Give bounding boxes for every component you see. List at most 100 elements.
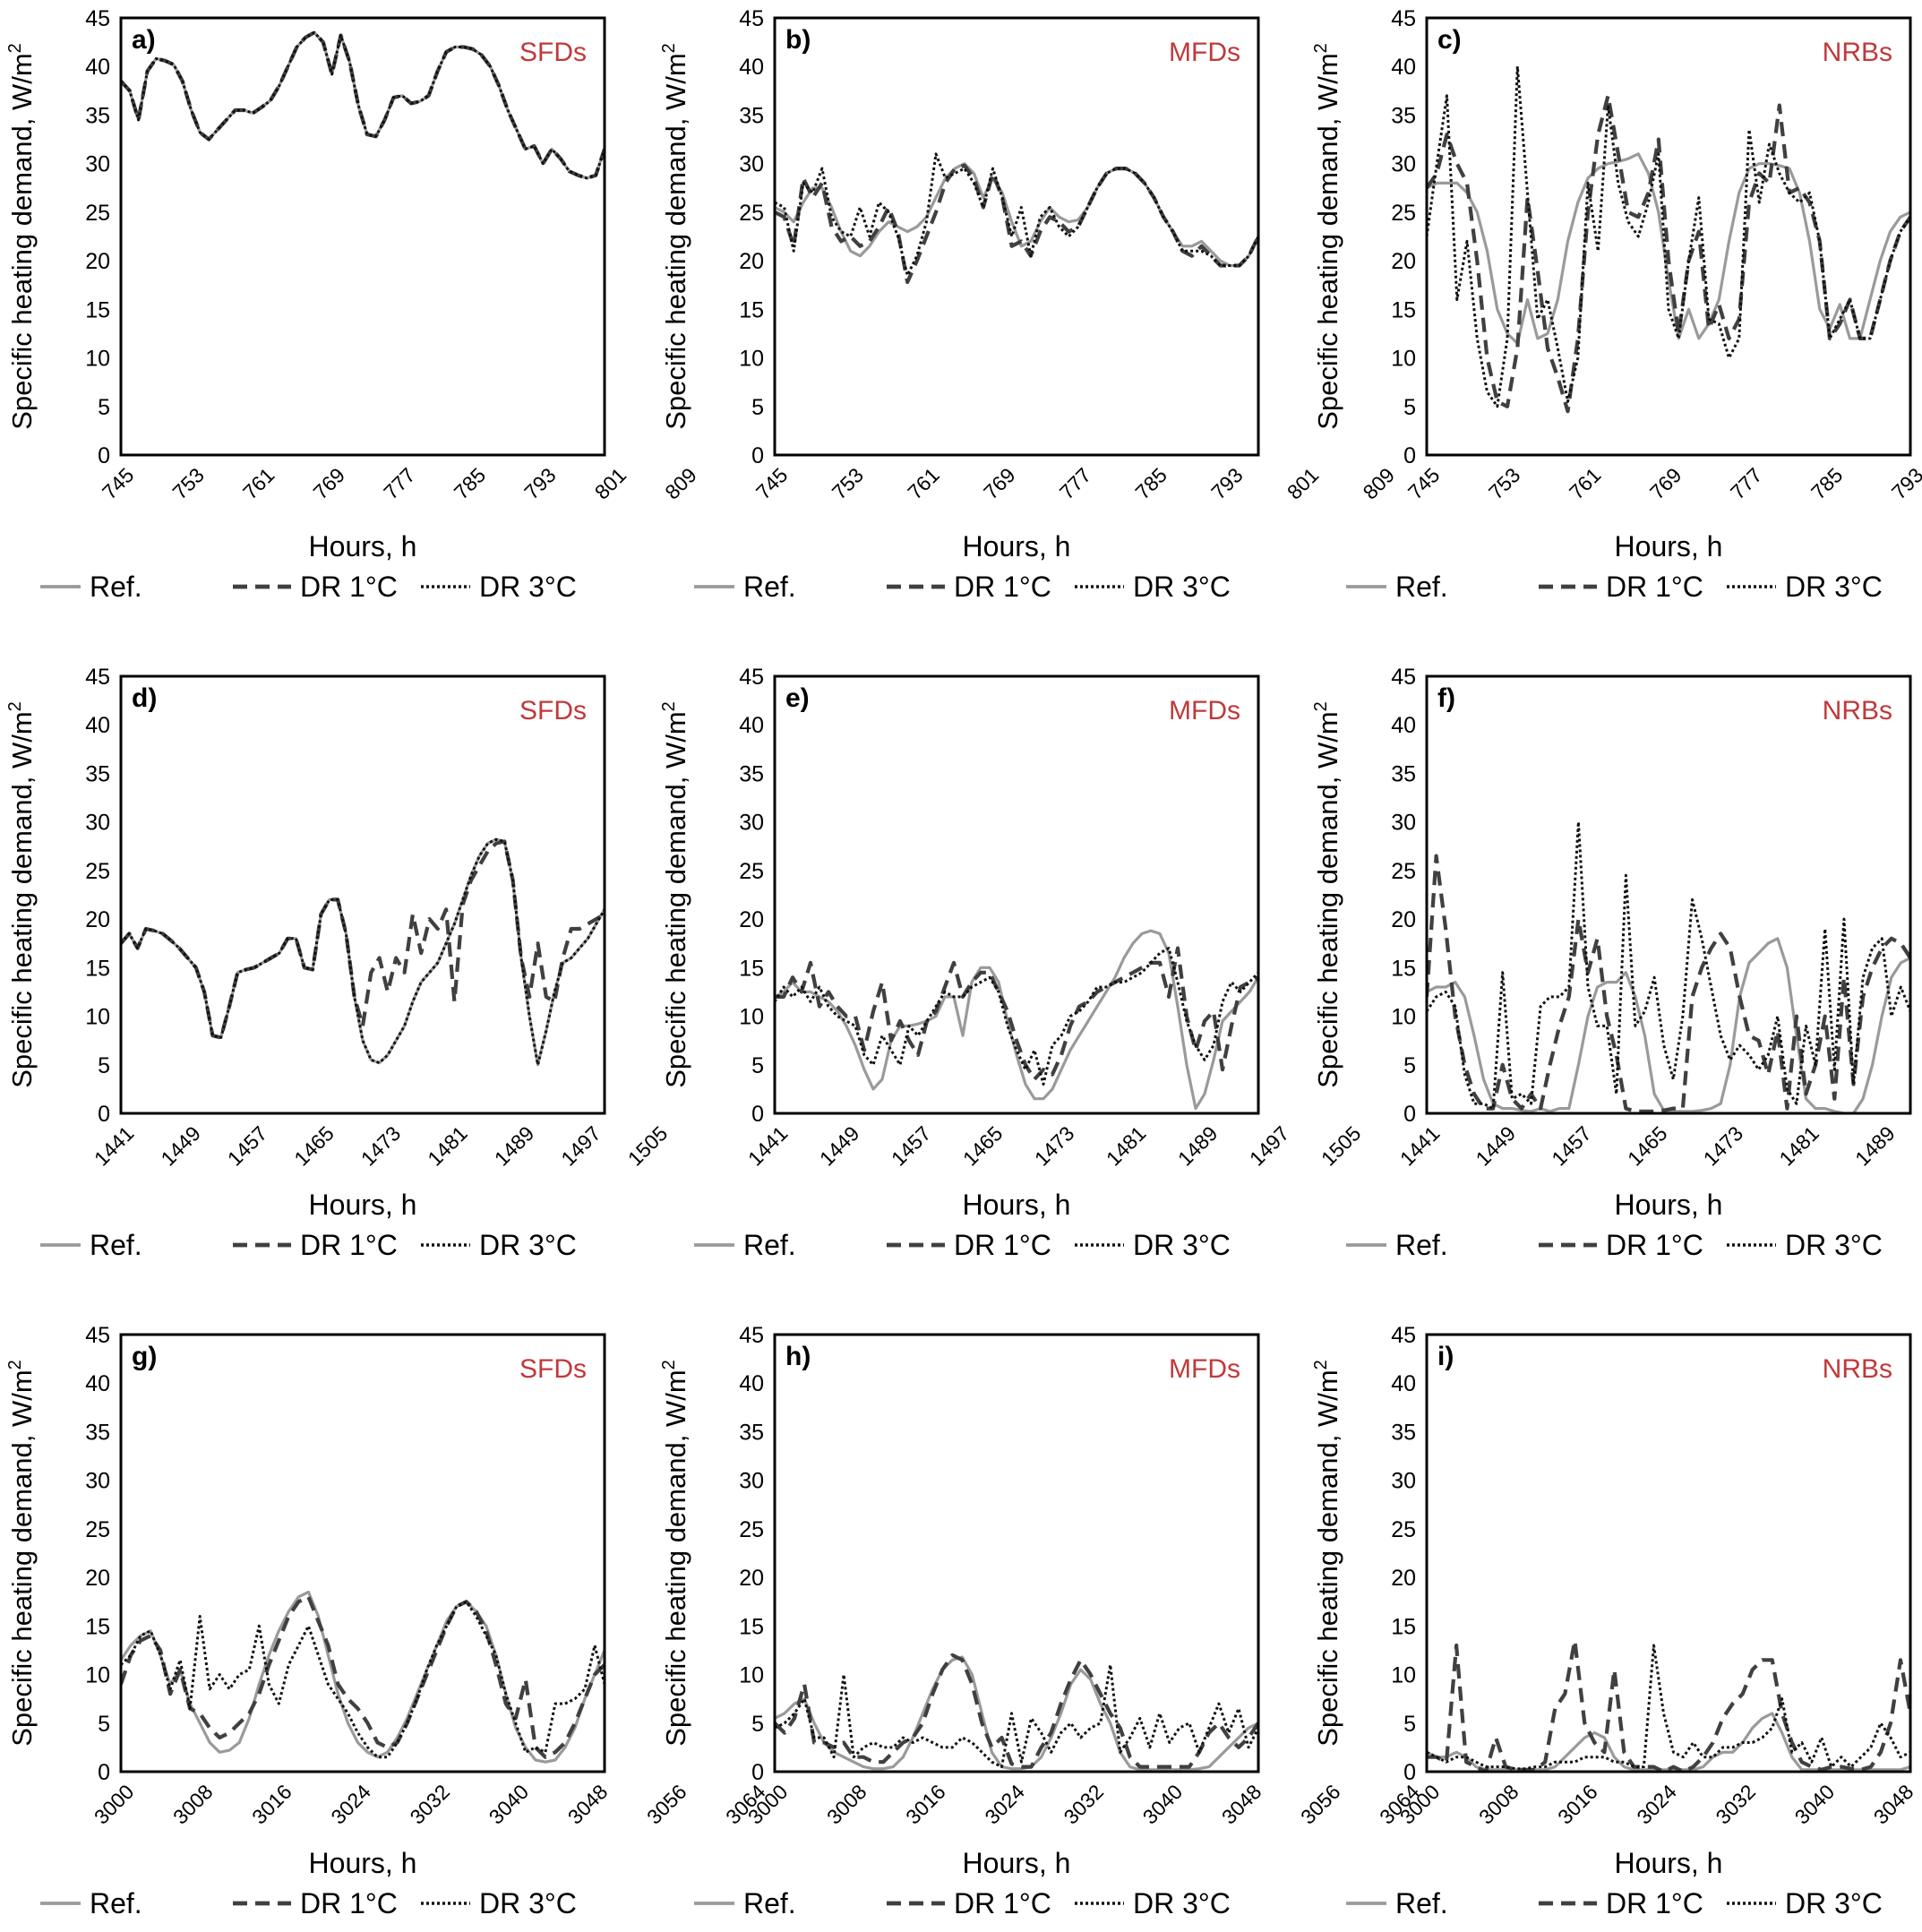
x-tick-label: 801: [590, 463, 631, 504]
y-axis-label: Specific heating demand, W/m2: [1311, 1360, 1343, 1747]
y-tick-label: 40: [1391, 55, 1416, 80]
y-tick-label: 35: [1391, 1420, 1416, 1445]
plot-frame: [1425, 1333, 1912, 1773]
series-line-ref: [775, 1655, 1258, 1772]
legend-label-ref: Ref.: [743, 1229, 796, 1261]
series-line-dr1: [121, 1594, 605, 1759]
plot-frame: [773, 674, 1260, 1115]
x-tick-label: 761: [1565, 463, 1606, 504]
y-tick-label: 20: [1391, 1566, 1416, 1591]
y-tick-label: 5: [751, 395, 764, 420]
y-tick-label: 30: [739, 152, 764, 177]
panel-letter: c): [1437, 25, 1462, 55]
series-line-dr1: [1427, 93, 1910, 414]
legend-label-dr3: DR 3°C: [1133, 1229, 1231, 1261]
y-tick-label: 5: [1403, 395, 1416, 420]
y-tick-label: 5: [98, 395, 110, 420]
y-axis-label-superscript: 2: [1311, 43, 1331, 53]
x-tick-label: 3032: [1712, 1780, 1761, 1829]
y-tick-label: 30: [1391, 811, 1416, 836]
plot-frame: [1425, 16, 1912, 457]
y-tick-label: 45: [1391, 665, 1416, 690]
panel-i: 0 5 10 15 20 25 30 35 40 45 Specific heating deman…: [1311, 1323, 1918, 1919]
y-axis-label-superscript: 2: [1311, 1360, 1331, 1370]
panel-title: SFDs: [519, 696, 587, 726]
x-tick-label: 3048: [1217, 1780, 1266, 1829]
x-tick-label: 1473: [356, 1121, 406, 1171]
legend: Ref. DR 1°C DR 3°C: [40, 1887, 577, 1919]
x-tick-label: 769: [979, 463, 1020, 504]
x-tick-label: 3040: [1138, 1780, 1188, 1829]
legend-label-dr1: DR 1°C: [300, 1887, 398, 1919]
series-group: [1427, 820, 1910, 1113]
y-tick-label: 0: [1403, 1102, 1416, 1127]
y-tick-label: 30: [85, 152, 110, 177]
y-tick-label: 20: [1391, 249, 1416, 274]
y-tick-label: 10: [1391, 347, 1416, 372]
x-tick-label: 769: [1645, 463, 1686, 504]
y-tick-label: 30: [739, 1469, 764, 1494]
y-tick-label: 10: [1391, 1005, 1416, 1030]
y-tick-label: 20: [1391, 907, 1416, 932]
x-tick-label: 1449: [1472, 1121, 1521, 1171]
y-axis-label-text: Specific heating demand, W/m: [1312, 711, 1343, 1087]
y-tick-label: 25: [1391, 859, 1416, 884]
legend-label-dr3: DR 3°C: [479, 1887, 577, 1919]
series-line-dr1: [1427, 1638, 1910, 1772]
y-axis-label: Specific heating demand, W/m2: [659, 1360, 691, 1747]
y-axis-label-superscript: 2: [659, 43, 679, 53]
plot-frame: [119, 674, 606, 1115]
y-axis-label: Specific heating demand, W/m2: [5, 43, 38, 430]
x-tick-label: 1505: [623, 1121, 673, 1171]
y-tick-label: 0: [751, 443, 764, 468]
x-tick-label: 1457: [223, 1121, 272, 1171]
legend-label-dr1: DR 1°C: [300, 1229, 398, 1261]
panel-letter: e): [785, 683, 810, 713]
y-tick-label: 15: [739, 1614, 764, 1639]
x-tick-label: 753: [828, 463, 869, 504]
y-axis-label: Specific heating demand, W/m2: [659, 701, 691, 1088]
series-line-ref: [1427, 1712, 1910, 1772]
y-tick-label: 25: [85, 201, 110, 226]
x-tick-label: 1465: [1623, 1121, 1672, 1171]
x-tick-label: 3024: [326, 1780, 375, 1829]
y-tick-label: 0: [751, 1760, 764, 1785]
x-tick-label: 1449: [815, 1121, 864, 1171]
series-line-ref: [121, 837, 605, 1067]
y-axis-label-superscript: 2: [1311, 701, 1331, 711]
x-axis-label: Hours, h: [1615, 1189, 1723, 1221]
x-tick-label: 777: [1055, 463, 1096, 504]
legend-label-dr3: DR 3°C: [1785, 1887, 1883, 1919]
series-line-dr3: [1427, 1644, 1910, 1771]
legend-label-ref: Ref.: [1395, 1229, 1448, 1261]
x-tick-label: 3056: [1296, 1780, 1345, 1829]
series-group: [1427, 64, 1910, 414]
series-line-dr1: [775, 946, 1258, 1082]
y-tick-label: 30: [85, 811, 110, 836]
x-axis-label: Hours, h: [963, 1189, 1071, 1221]
y-axis-label-superscript: 2: [5, 1360, 25, 1370]
y-tick-label: 45: [1391, 1323, 1416, 1348]
y-tick-label: 15: [1391, 956, 1416, 981]
y-axis-label-superscript: 2: [659, 701, 679, 711]
legend-label-dr3: DR 3°C: [1785, 1229, 1883, 1261]
legend-label-ref: Ref.: [743, 1887, 796, 1919]
y-axis-label: Specific heating demand, W/m2: [5, 701, 38, 1088]
panel-title: NRBs: [1823, 696, 1892, 726]
legend: Ref. DR 1°C DR 3°C: [694, 571, 1231, 603]
panel-title: MFDs: [1169, 696, 1240, 726]
panel-e: 0 5 10 15 20 25 30 35 40 45 Specific heating deman…: [659, 665, 1365, 1261]
y-tick-label: 20: [85, 1566, 110, 1591]
y-tick-label: 45: [85, 1323, 110, 1348]
series-line-dr3: [1427, 64, 1910, 408]
legend-label-dr3: DR 3°C: [479, 1229, 577, 1261]
y-tick-label: 40: [1391, 713, 1416, 738]
legend-label-ref: Ref.: [1395, 571, 1448, 603]
plot-frame: [119, 16, 606, 457]
y-tick-label: 35: [85, 761, 110, 786]
series-group: [775, 152, 1258, 285]
series-group: [121, 1590, 605, 1764]
y-axis-label-superscript: 2: [659, 1360, 679, 1370]
